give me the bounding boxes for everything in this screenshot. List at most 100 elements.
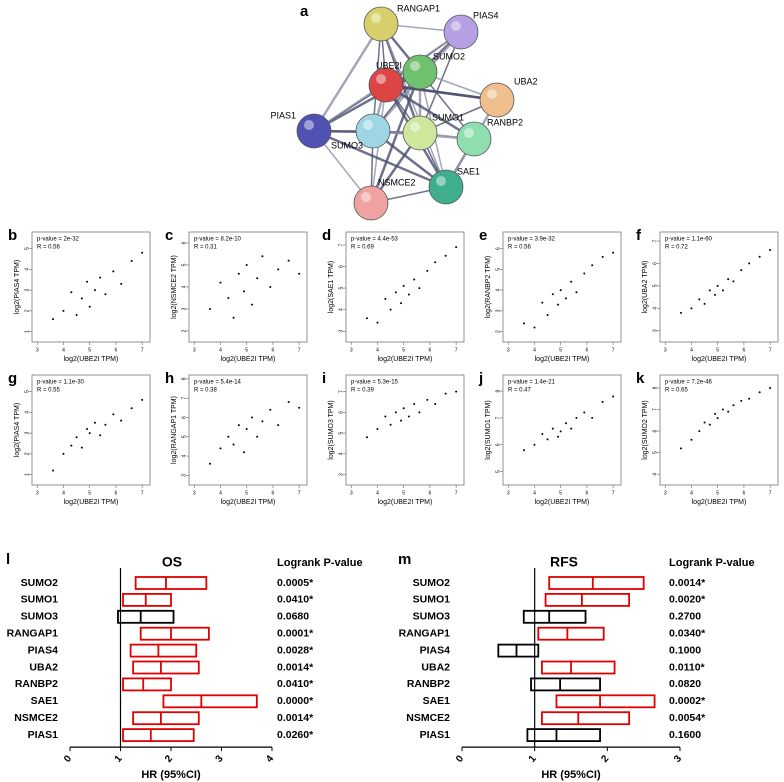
node-highlight: [304, 120, 314, 130]
scatter-point: [394, 291, 397, 294]
scatter-point: [365, 436, 368, 439]
y-tick-label: 2: [181, 329, 187, 332]
x-tick-label: 3: [350, 490, 353, 496]
x-tick-label: 5: [245, 490, 248, 496]
y-tick-label: 7: [338, 243, 344, 246]
scatter-point: [219, 281, 222, 284]
scatter-point: [120, 282, 123, 285]
forest-title: RFS: [550, 554, 578, 570]
ci-box: [132, 660, 200, 675]
y-tick-label: 7: [338, 390, 344, 393]
y-tick-label: 5: [652, 284, 658, 287]
scatter-point: [245, 264, 248, 266]
panel-label: f: [636, 227, 642, 244]
x-tick-label: 4: [264, 753, 276, 765]
scatter-point: [237, 272, 240, 275]
scatter-point: [51, 318, 54, 321]
y-tick-label: 4: [495, 289, 501, 292]
scatter-point: [277, 268, 280, 271]
ci-box: [117, 609, 175, 624]
scatter-point: [721, 289, 724, 292]
ci-box: [555, 694, 656, 709]
node-highlight: [451, 21, 461, 31]
scatter-point: [88, 432, 91, 435]
x-axis-label: log2(UBE2I TPM): [221, 499, 276, 506]
scatter-point: [219, 447, 222, 450]
scatter-point: [227, 435, 230, 438]
panel-label: l: [6, 551, 10, 568]
scatter-point: [88, 305, 91, 308]
scatter-point: [384, 297, 387, 300]
x-tick-label: 5: [402, 347, 405, 353]
node-highlight: [410, 61, 420, 71]
scatter-point: [551, 293, 554, 296]
y-tick-label: 5: [24, 247, 30, 250]
scatter-point: [269, 286, 272, 288]
y-tick-label: 1: [24, 330, 30, 333]
x-axis-label: log2(UBE2I TPM): [692, 499, 747, 506]
scatter-point: [376, 427, 379, 430]
p-value: 0.0410*: [277, 594, 314, 606]
scatter-point: [389, 423, 392, 426]
x-tick-label: 4: [690, 490, 693, 496]
scatter-point: [679, 311, 682, 314]
plot-frame: [502, 374, 622, 486]
node-highlight: [361, 192, 371, 202]
p-value: 0.0020*: [669, 594, 706, 606]
x-tick-label: 3: [672, 753, 684, 765]
y-axis-label: log2(PIAS4 TPM): [14, 403, 21, 457]
y-tick-label: 4: [181, 454, 187, 457]
scatter-point: [120, 419, 123, 422]
scatter-point: [748, 262, 751, 265]
scatter-point: [80, 446, 83, 449]
y-tick-label: 1: [24, 473, 30, 476]
network-node: [368, 67, 404, 103]
p-value: 0.0340*: [669, 627, 706, 639]
scatter-point: [444, 392, 447, 395]
scatter-point: [679, 447, 682, 450]
scatter-point: [418, 411, 421, 414]
scatter-point: [130, 260, 133, 263]
node-label: PIAS4: [473, 10, 499, 20]
scatter-point: [769, 248, 772, 251]
scatter-point: [559, 289, 562, 292]
panel-label: b: [8, 227, 17, 244]
y-tick-label: 4: [652, 473, 658, 476]
scatter-point: [533, 326, 536, 329]
node-highlight: [363, 120, 373, 130]
panel-label: d: [322, 227, 331, 244]
annotation: p-value = 1.1e-60: [665, 237, 713, 243]
node-label: RANBP2: [487, 117, 523, 127]
scatter-point: [575, 291, 578, 294]
scatter-point: [400, 419, 403, 422]
y-tick-label: 4: [338, 308, 344, 311]
category-label: SAE1: [31, 695, 59, 707]
x-tick-label: 6: [115, 490, 118, 496]
node-label: PIAS1: [270, 110, 296, 120]
x-axis-label: log2(UBE2I TPM): [535, 356, 590, 363]
p-value: 0.0000*: [277, 695, 314, 707]
y-tick-label: 4: [24, 268, 30, 271]
p-value: 0.0014*: [277, 712, 314, 724]
plot-frame: [345, 374, 465, 486]
y-axis-label: log2(NSMCE2 TPM): [171, 255, 178, 319]
network-node: [355, 113, 391, 149]
x-tick-label: 3: [36, 347, 39, 353]
x-axis-label: HR (95%CI): [541, 769, 601, 781]
node-label: NSMCE2: [378, 177, 416, 187]
p-value: 0.0260*: [277, 729, 314, 741]
y-tick-label: 3: [24, 432, 30, 435]
ci-box: [541, 711, 631, 726]
scatter-point: [758, 255, 761, 258]
scatter-point: [426, 269, 429, 272]
p-value: 0.0028*: [277, 644, 314, 656]
x-tick-label: 3: [193, 490, 196, 496]
category-label: SUMO2: [21, 577, 59, 589]
scatter-point: [708, 289, 711, 292]
y-tick-label: 5: [495, 470, 501, 473]
scatter-point: [86, 280, 89, 283]
y-tick-label: 6: [652, 429, 658, 432]
scatter-point: [740, 399, 743, 402]
scatter-point: [564, 297, 567, 300]
scatter-point: [261, 255, 264, 258]
